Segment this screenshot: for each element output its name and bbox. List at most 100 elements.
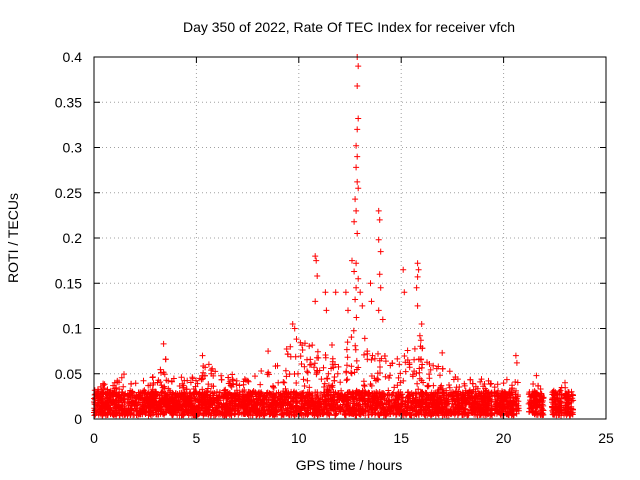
data-point (528, 405, 535, 412)
data-point (394, 382, 401, 389)
x-tick-label: 0 (90, 430, 98, 446)
data-point (375, 236, 382, 243)
data-point (387, 372, 393, 379)
data-point (199, 389, 206, 396)
data-point (399, 391, 406, 398)
data-point (219, 404, 226, 411)
data-point (406, 361, 413, 368)
data-point (398, 400, 405, 407)
data-point (188, 407, 195, 414)
data-point (169, 412, 176, 419)
data-point (331, 377, 338, 384)
data-point (299, 403, 306, 410)
data-point (240, 378, 247, 385)
data-point (178, 412, 185, 419)
data-point (147, 391, 154, 398)
data-point (353, 314, 360, 321)
data-point (437, 409, 444, 416)
data-point (424, 399, 430, 406)
data-point (256, 393, 263, 400)
data-point (233, 387, 240, 394)
data-point (117, 397, 124, 404)
data-point (450, 376, 457, 383)
data-point (311, 411, 318, 418)
data-point (416, 369, 423, 376)
data-point (99, 393, 106, 400)
data-point (568, 388, 575, 395)
data-point (160, 340, 167, 347)
data-point (448, 411, 455, 417)
data-point (204, 405, 211, 412)
data-point (180, 384, 187, 391)
data-point (213, 396, 220, 403)
data-point (259, 403, 266, 410)
data-point (293, 336, 300, 343)
data-point (477, 402, 484, 409)
data-point (364, 356, 371, 363)
data-point (250, 388, 257, 394)
data-point (306, 343, 313, 350)
data-point (400, 266, 407, 273)
gridlines (94, 57, 606, 419)
data-point (330, 364, 337, 371)
data-point (414, 380, 421, 387)
data-point (153, 406, 160, 412)
data-point (207, 389, 214, 395)
data-point (266, 411, 273, 418)
y-tick-label: 0.2 (63, 230, 83, 246)
data-point (180, 408, 187, 415)
data-point (193, 390, 200, 397)
data-point (324, 386, 331, 393)
data-point (301, 363, 308, 370)
data-point (109, 389, 116, 396)
data-point (344, 389, 351, 396)
data-point (508, 402, 515, 409)
data-point (439, 389, 446, 395)
data-point (141, 401, 148, 408)
data-point (396, 361, 403, 368)
data-point (188, 406, 194, 413)
data-point (324, 375, 331, 382)
data-point (181, 401, 188, 408)
data-point (111, 379, 118, 386)
y-tick-label: 0.25 (55, 185, 82, 201)
data-point (381, 353, 388, 359)
data-point (304, 368, 311, 375)
data-point (351, 406, 358, 413)
data-point (344, 339, 351, 346)
data-point (364, 350, 371, 357)
data-point (535, 382, 542, 389)
data-point (321, 380, 328, 387)
data-point (272, 411, 279, 418)
data-point (417, 402, 424, 409)
data-point (131, 403, 138, 410)
data-point (379, 316, 386, 323)
data-point (341, 411, 348, 418)
data-point (438, 400, 445, 407)
data-point (426, 375, 433, 382)
data-point (512, 352, 519, 359)
data-point (485, 377, 492, 384)
data-point (435, 390, 442, 397)
data-point (192, 397, 199, 404)
data-point (125, 405, 132, 412)
x-tick-label: 15 (393, 430, 409, 446)
data-point (434, 410, 441, 417)
data-point (417, 337, 424, 344)
data-point (391, 384, 398, 391)
data-point (416, 332, 423, 339)
data-point (198, 376, 205, 383)
data-point (221, 387, 228, 394)
data-point (118, 374, 125, 381)
data-point (376, 271, 383, 278)
data-point (349, 389, 356, 396)
data-point (286, 402, 293, 409)
data-point (382, 373, 389, 380)
data-point (325, 395, 331, 402)
data-point (111, 400, 118, 407)
data-point (382, 412, 389, 419)
data-point (322, 289, 329, 296)
data-point (371, 355, 378, 362)
data-point (412, 401, 419, 407)
data-point (361, 382, 367, 389)
